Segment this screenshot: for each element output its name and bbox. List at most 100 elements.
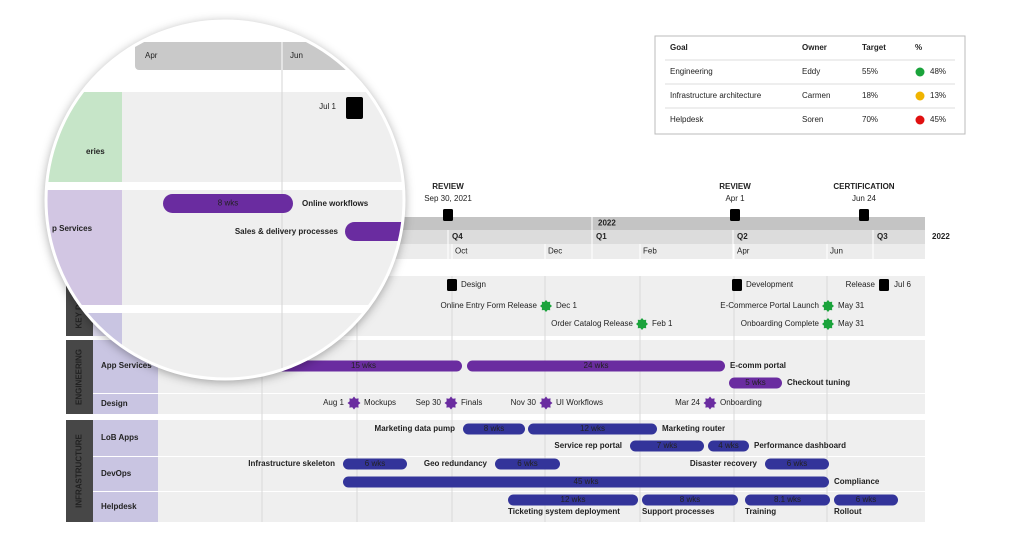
month-label: Jun [830, 247, 843, 256]
task-bar-label: 6 wks [856, 495, 876, 504]
key-date-label: Development [746, 280, 794, 289]
table-header: Goal [670, 43, 688, 52]
mag-caption: Sales & delivery processes [235, 227, 339, 236]
task-bar[interactable] [642, 494, 738, 506]
task-bar[interactable] [630, 440, 704, 452]
mag-month: Apr [145, 51, 158, 60]
goal-owner: Soren [802, 115, 823, 124]
mag-row-text: eries [86, 147, 105, 156]
mag-section: p Services [52, 224, 93, 233]
task-bar-label: 5 wks [745, 378, 765, 387]
task-bar[interactable] [729, 377, 782, 389]
key-date-date: Jul 6 [894, 280, 911, 289]
milestone-star [539, 396, 553, 410]
month-label: Feb [643, 247, 657, 256]
mag-month: Jun [290, 51, 303, 60]
quarter-label: Q4 [452, 232, 463, 241]
table-header: % [915, 43, 922, 52]
milestone-label: Onboarding [720, 398, 762, 407]
key-date-date: May 31 [838, 319, 865, 328]
milestone-star [703, 396, 717, 410]
task-bar-label: 12 wks [580, 424, 605, 433]
key-date-label: Design [461, 280, 486, 289]
task-caption: Marketing router [662, 424, 725, 433]
task-caption: Infrastructure skeleton [248, 459, 335, 468]
task-bar-label: 45 wks [574, 477, 599, 486]
goal-owner: Eddy [802, 67, 820, 76]
milestone-date: Sep 30, 2021 [424, 194, 472, 203]
task-caption: Geo redundancy [424, 459, 488, 468]
task-caption: Marketing data pump [375, 424, 456, 433]
milestone-star [636, 318, 648, 330]
task-bar[interactable] [528, 423, 657, 435]
task-bar[interactable] [765, 458, 829, 470]
mag-bar [163, 194, 293, 213]
task-bar-label: 6 wks [365, 459, 385, 468]
magnifier: Apr Jun Jul 1 eries 8 wks Online workflows p S… [44, 19, 406, 381]
task-bar[interactable] [463, 423, 525, 435]
key-date-label: Order Catalog Release [551, 319, 633, 328]
key-date-date: Feb 1 [652, 319, 673, 328]
task-caption: Training [745, 507, 776, 516]
status-dot [915, 115, 925, 125]
milestone-star [822, 318, 834, 330]
section-label: ENGINEERING [75, 349, 84, 405]
month-label: Dec [548, 247, 562, 256]
task-caption: Disaster recovery [690, 459, 758, 468]
task-bar-label: 7 wks [657, 441, 677, 450]
row-label-bg [93, 492, 158, 522]
milestone-label: Finals [461, 398, 482, 407]
goal-actual: 48% [930, 67, 946, 76]
task-bar[interactable] [495, 458, 560, 470]
milestone-date: Apr 1 [725, 194, 745, 203]
task-bar[interactable] [745, 494, 830, 506]
row-label-bg [93, 420, 158, 456]
row-label: DevOps [101, 469, 132, 478]
milestone-square [730, 209, 740, 221]
row-label: Helpdesk [101, 502, 137, 511]
milestone-label: UI Workflows [556, 398, 603, 407]
key-date-date: Dec 1 [556, 301, 577, 310]
task-bar[interactable] [467, 360, 725, 372]
milestone-label: Mockups [364, 398, 396, 407]
milestone-square [859, 209, 869, 221]
milestone-date: Sep 30 [416, 398, 442, 407]
task-bar[interactable] [343, 458, 407, 470]
task-caption: Performance dashboard [754, 441, 846, 450]
goal-target: 55% [862, 67, 878, 76]
key-date-square [732, 279, 742, 291]
milestone-star [540, 300, 552, 312]
mag-date: Jul 1 [319, 102, 336, 111]
section-label: INFRASTRUCTURE [75, 433, 84, 507]
goal-name: Engineering [670, 67, 713, 76]
task-bar[interactable] [265, 360, 462, 372]
milestone-date: Mar 24 [675, 398, 700, 407]
task-caption: Ticketing system deployment [508, 507, 620, 516]
month-label: Apr [737, 247, 750, 256]
status-dot [915, 67, 925, 77]
task-bar[interactable] [508, 494, 638, 506]
row-label-bg [93, 394, 158, 414]
task-bar-label: 8.1 wks [774, 495, 801, 504]
task-bar[interactable] [834, 494, 898, 506]
key-date-square [879, 279, 889, 291]
task-caption: Service rep portal [554, 441, 622, 450]
milestone-date: Jun 24 [852, 194, 877, 203]
milestone-star [822, 300, 834, 312]
month-label: Oct [455, 247, 468, 256]
task-bar-label: 8 wks [680, 495, 700, 504]
status-dot [915, 91, 925, 101]
table-header: Owner [802, 43, 827, 52]
task-caption: Compliance [834, 477, 880, 486]
mag-bar-label: 8 wks [218, 199, 238, 208]
task-bar[interactable] [708, 440, 749, 452]
goal-actual: 45% [930, 115, 946, 124]
row-label: LoB Apps [101, 433, 139, 442]
task-bar[interactable] [343, 476, 829, 488]
task-bar-label: 8 wks [484, 424, 504, 433]
goal-actual: 13% [930, 91, 946, 100]
milestone-date: Nov 30 [511, 398, 537, 407]
key-date-label: Online Entry Form Release [441, 301, 538, 310]
row-label: App Services [101, 361, 152, 370]
milestone-title: REVIEW [432, 182, 464, 191]
